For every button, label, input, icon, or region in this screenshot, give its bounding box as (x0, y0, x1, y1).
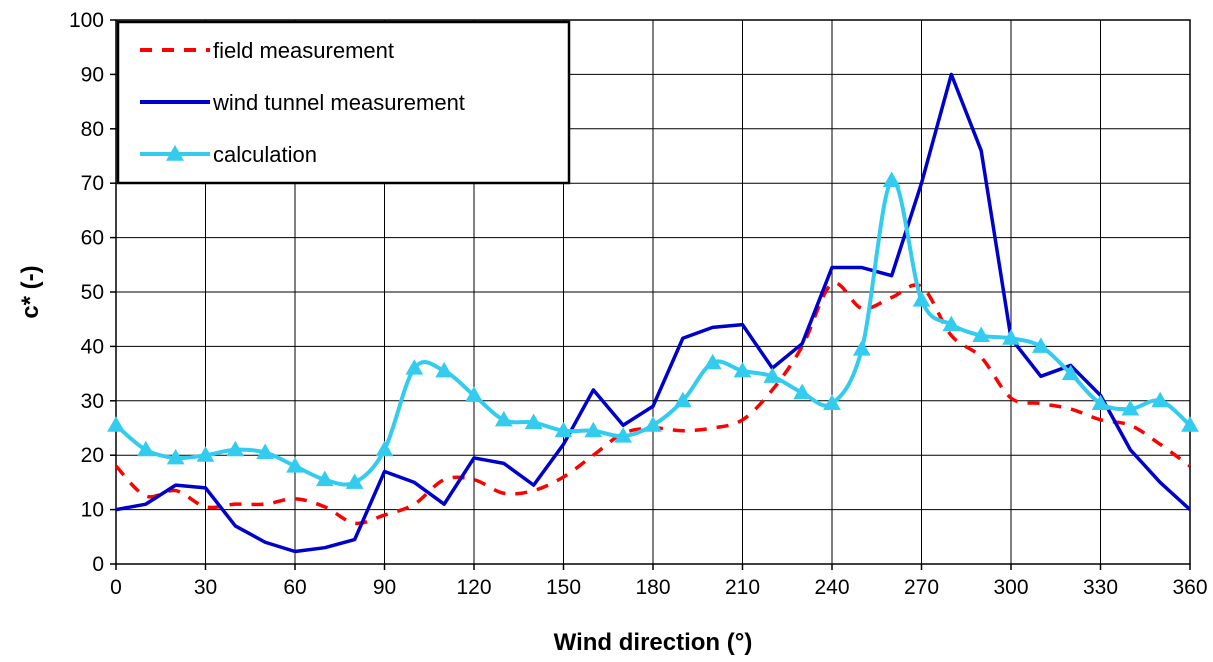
y-tick-label: 0 (92, 553, 104, 576)
y-tick-label: 40 (81, 335, 104, 358)
data-point-calculation (494, 410, 513, 427)
legend-item-wind-tunnel-measurement: wind tunnel measurement (140, 90, 465, 115)
x-tick-label: 150 (546, 576, 581, 599)
x-tick-label: 210 (725, 576, 760, 599)
data-point-calculation (763, 367, 782, 383)
x-tick-label: 300 (993, 576, 1028, 599)
data-point-calculation (256, 443, 275, 459)
data-point-calculation (673, 391, 692, 408)
data-point-calculation (882, 171, 901, 187)
data-point-calculation (136, 440, 155, 457)
data-point-calculation (465, 386, 483, 402)
x-tick-label: 270 (904, 576, 939, 599)
data-point-calculation (793, 383, 812, 400)
y-tick-label: 30 (81, 390, 104, 413)
data-point-calculation (703, 353, 722, 370)
data-point-calculation (286, 457, 304, 473)
data-point-calculation (226, 440, 245, 457)
y-tick-label: 20 (81, 444, 104, 467)
y-tick-label: 100 (69, 9, 104, 32)
legend-label: field measurement (213, 38, 394, 63)
legend: field measurement wind tunnel measurement… (116, 20, 571, 185)
data-point-calculation (1061, 364, 1080, 381)
data-point-calculation (1031, 337, 1050, 353)
y-tick-label: 60 (81, 227, 104, 250)
data-point-calculation (166, 448, 185, 465)
data-point-calculation (315, 470, 334, 487)
data-point-calculation (1002, 329, 1020, 345)
data-point-calculation (1181, 416, 1199, 432)
x-tick-label: 360 (1172, 576, 1207, 599)
data-point-calculation (823, 394, 841, 411)
data-point-calculation (1121, 399, 1140, 416)
data-point-calculation (942, 315, 961, 332)
legend-item-field-measurement: field measurement (140, 38, 394, 63)
x-tick-label: 180 (635, 576, 670, 599)
data-point-calculation (405, 359, 424, 375)
y-axis-title: c* (-) (17, 265, 44, 318)
series-markers (107, 171, 1199, 489)
x-tick-label: 30 (194, 576, 217, 599)
data-point-calculation (852, 340, 871, 356)
data-point-calculation (1151, 391, 1170, 408)
x-tick-label: 240 (814, 576, 849, 599)
data-point-calculation (912, 291, 931, 307)
legend-label: wind tunnel measurement (212, 90, 465, 115)
x-tick-label: 90 (373, 576, 396, 599)
y-tick-label: 80 (81, 118, 104, 141)
data-point-calculation (733, 361, 752, 378)
data-point-calculation (375, 440, 394, 457)
legend-label: calculation (213, 142, 317, 167)
y-tick-label: 10 (81, 499, 104, 522)
data-point-calculation (107, 416, 125, 432)
x-tick-label: 120 (456, 576, 491, 599)
x-axis-title: Wind direction (°) (554, 629, 753, 656)
data-point-calculation (614, 427, 633, 443)
data-point-calculation (554, 421, 573, 438)
data-point-calculation (345, 473, 364, 489)
x-tick-label: 330 (1083, 576, 1118, 599)
y-tick-label: 50 (81, 281, 104, 304)
data-point-calculation (1091, 394, 1110, 411)
y-tick-label: 70 (81, 172, 104, 195)
data-point-calculation (644, 416, 662, 432)
data-point-calculation (196, 446, 215, 462)
x-tick-label: 0 (110, 576, 122, 599)
x-tick-label: 60 (283, 576, 306, 599)
data-point-calculation (435, 361, 454, 378)
y-tick-label: 90 (81, 63, 104, 86)
data-point-calculation (972, 326, 991, 343)
data-point-calculation (524, 413, 543, 430)
legend-item-calculation: calculation (140, 142, 317, 167)
data-point-calculation (584, 421, 603, 438)
legend-marker (166, 145, 184, 161)
axis-ticks: 0 30 60 90 120 150 180 210 240 270 300 330 360 0 10 20 3… (69, 9, 1208, 599)
